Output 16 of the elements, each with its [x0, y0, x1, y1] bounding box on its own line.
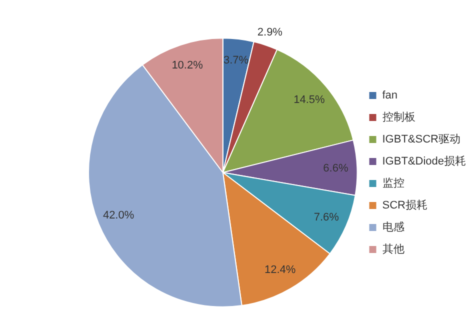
data-label: 6.6%: [323, 162, 348, 174]
data-label: 14.5%: [294, 94, 326, 106]
data-label: 10.2%: [172, 59, 204, 72]
legend-label: SCR损耗: [382, 198, 428, 212]
legend-label: IGBT&Diode损耗: [382, 154, 466, 168]
legend-label: fan: [382, 90, 398, 102]
data-label: 42.0%: [102, 210, 134, 222]
legend-label: 其他: [382, 242, 404, 256]
data-label: 3.7%: [223, 54, 249, 66]
legend-label: 控制板: [382, 110, 416, 124]
data-label: 12.4%: [264, 264, 296, 276]
legend-label: 监控: [382, 178, 404, 190]
data-label: 7.6%: [314, 212, 340, 224]
data-label: 2.9%: [257, 26, 283, 38]
legend-label: IGBT&SCR驱动: [382, 134, 460, 146]
legend-label: 电感: [382, 220, 404, 234]
